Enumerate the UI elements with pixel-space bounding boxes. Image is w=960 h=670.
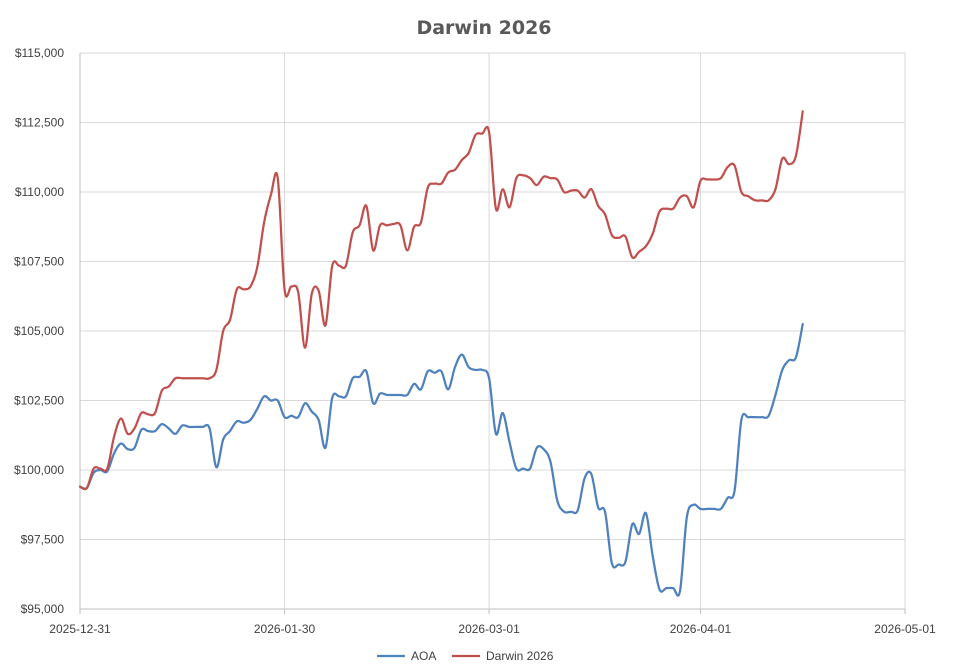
series-line-aoa bbox=[78, 322, 804, 597]
x-tick-label: 2026-03-01 bbox=[458, 622, 520, 636]
y-tick-label: $110,000 bbox=[15, 185, 64, 199]
axes: $95,000 $97,500 $100,000 $102,500 $105,000 $1… bbox=[14, 46, 936, 636]
y-tick-label: $95,000 bbox=[21, 602, 65, 616]
x-tick-label: 2025-12-31 bbox=[49, 622, 111, 636]
y-tick-label: $102,500 bbox=[14, 394, 64, 408]
y-tick-label: $107,500 bbox=[14, 255, 64, 269]
gridlines bbox=[79, 52, 906, 610]
series-lines bbox=[78, 110, 804, 597]
chart-title: Darwin 2026 bbox=[416, 17, 551, 39]
y-tick-label: $112,500 bbox=[15, 116, 64, 130]
legend-label: Darwin 2026 bbox=[486, 649, 554, 663]
legend: AOA Darwin 2026 bbox=[377, 649, 554, 663]
y-tick-label: $97,500 bbox=[21, 533, 65, 547]
x-tick-label: 2026-05-01 bbox=[874, 622, 936, 636]
x-tick-label: 2026-01-30 bbox=[254, 622, 316, 636]
legend-label: AOA bbox=[411, 649, 436, 663]
y-tick-label: $105,000 bbox=[14, 324, 64, 338]
x-tick-label: 2026-04-01 bbox=[670, 622, 732, 636]
y-tick-label: $100,000 bbox=[14, 463, 64, 477]
y-tick-label: $115,000 bbox=[15, 46, 64, 60]
series-line-darwin-2026 bbox=[78, 110, 804, 491]
